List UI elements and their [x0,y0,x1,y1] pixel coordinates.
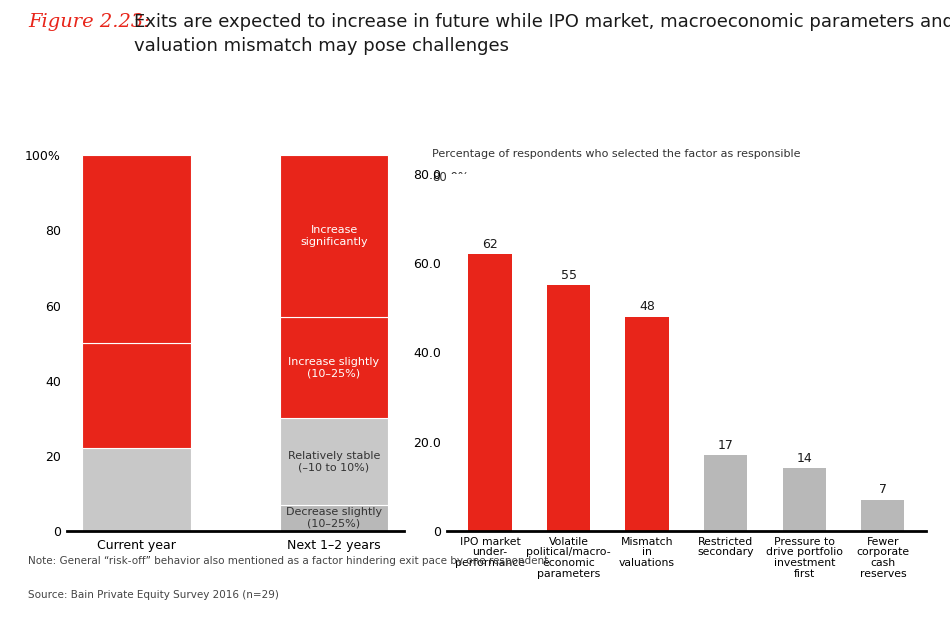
Text: 62: 62 [482,238,498,251]
Bar [862,500,904,531]
Text: How do you expect number of exits to change?: How do you expect number of exits to cha… [69,126,382,138]
Bar [279,505,389,531]
Text: Increase slightly
(10–25%): Increase slightly (10–25%) [289,356,380,378]
Text: 80.0%: 80.0% [432,171,469,184]
Text: Relatively stable
(–10 to 10%): Relatively stable (–10 to 10%) [288,451,380,472]
Bar [625,317,669,531]
Text: 17: 17 [718,438,733,451]
Text: 55: 55 [560,269,577,282]
Bar [468,254,511,531]
Text: Figure 2.23:: Figure 2.23: [28,14,150,31]
Bar [279,155,389,317]
Bar [704,455,748,531]
Text: Note: General “risk-off” behavior also mentioned as a factor hindering exit pace: Note: General “risk-off” behavior also m… [28,556,549,566]
Text: 7: 7 [879,483,887,496]
Bar [279,317,389,419]
Text: Decrease slightly
(10–25%): Decrease slightly (10–25%) [286,507,382,528]
Bar [279,419,389,505]
Bar [82,448,191,531]
Bar [82,343,191,448]
Bar [82,155,191,343]
Text: Increase
significantly: Increase significantly [300,225,368,247]
Text: 14: 14 [796,452,812,465]
Text: 48: 48 [639,300,655,313]
Text: Percentage of respondents who selected the factor as responsible: Percentage of respondents who selected t… [432,149,801,159]
Bar [783,468,826,531]
Text: Source: Bain Private Equity Survey 2016 (n=29): Source: Bain Private Equity Survey 2016 … [28,590,279,600]
Text: In your view, what could hinder the exit pace in the next 2 years?: In your view, what could hinder the exit… [464,126,900,138]
Bar [547,286,590,531]
Text: Exits are expected to increase in future while IPO market, macroeconomic paramet: Exits are expected to increase in future… [134,14,950,55]
